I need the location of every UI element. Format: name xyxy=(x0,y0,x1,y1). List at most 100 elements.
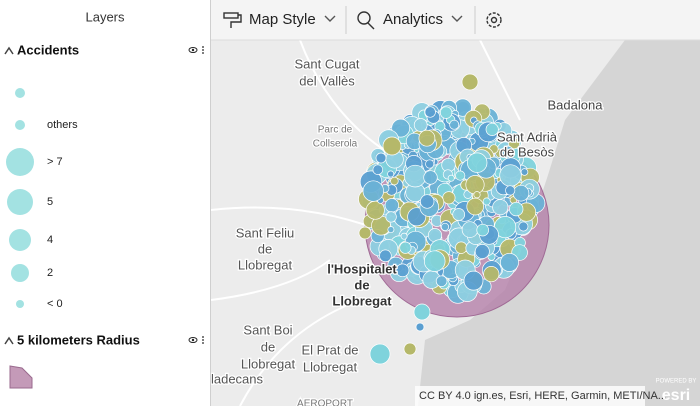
accident-point xyxy=(501,145,515,159)
settings-icon[interactable] xyxy=(486,12,502,28)
accident-point xyxy=(452,208,466,221)
toolbar-button[interactable]: Map Style xyxy=(249,11,316,28)
accident-point xyxy=(500,252,519,272)
accident-point xyxy=(403,164,427,188)
dropdown-icon[interactable] xyxy=(324,15,336,22)
accident-point xyxy=(425,159,435,169)
accident-point xyxy=(485,122,499,136)
place-label: Badalona xyxy=(548,97,604,112)
accident-point xyxy=(467,152,488,173)
accident-point xyxy=(424,106,436,118)
place-label: Parc de xyxy=(318,125,353,136)
place-label: Sant Boi xyxy=(243,322,292,337)
paint-icon[interactable] xyxy=(223,12,242,28)
accident-point xyxy=(512,184,530,202)
analytics-icon[interactable] xyxy=(357,11,375,30)
layers-panel: Layers Accidents others > 7 5 4 2 < 0 5 kilom… xyxy=(0,0,211,406)
accident-point xyxy=(461,73,479,91)
accident-point xyxy=(403,342,417,356)
accident-point xyxy=(439,106,453,119)
accident-point xyxy=(379,249,392,263)
accident-point xyxy=(395,263,410,278)
accident-point xyxy=(492,199,509,216)
accident-point xyxy=(413,118,428,132)
accident-point xyxy=(473,191,481,199)
more-icon[interactable] xyxy=(202,336,204,344)
accident-point xyxy=(387,226,395,234)
map-view[interactable]: Sant Cugat del Vallès Badalona Parc de Colls… xyxy=(211,0,700,406)
place-label: Sant Adrià xyxy=(497,129,558,144)
legend-symbol xyxy=(16,300,24,308)
place-label: Llobregat xyxy=(238,257,293,272)
legend-symbol xyxy=(9,365,33,389)
place-label: de xyxy=(261,339,275,354)
visibility-icon[interactable] xyxy=(188,47,198,53)
place-label: ladecans xyxy=(211,371,264,386)
accident-point xyxy=(499,164,522,187)
accident-point xyxy=(415,322,425,332)
attribution: CC BY 4.0 ign.es, Esri, HERE, Garmin, ME… xyxy=(419,390,667,402)
legend-symbol xyxy=(9,229,31,251)
legend-symbol xyxy=(11,264,29,282)
accident-point xyxy=(423,250,446,272)
legend-label: > 7 xyxy=(47,156,63,168)
collapse-icon[interactable] xyxy=(4,336,14,345)
more-icon[interactable] xyxy=(202,46,204,54)
legend-label: < 0 xyxy=(47,298,63,310)
visibility-icon[interactable] xyxy=(188,337,198,343)
accident-point xyxy=(387,170,395,178)
sea xyxy=(418,40,700,406)
panel-title: Layers xyxy=(85,9,125,24)
place-label: de xyxy=(258,241,272,256)
accident-point xyxy=(449,119,460,130)
accident-point xyxy=(358,226,372,240)
accident-point xyxy=(400,232,408,240)
legend-symbol xyxy=(7,189,33,215)
logo: esri xyxy=(662,387,690,404)
place-label: Sant Cugat xyxy=(294,56,359,71)
accident-point xyxy=(466,197,484,216)
accident-point xyxy=(365,200,385,220)
place-label: de xyxy=(354,277,369,292)
accident-point xyxy=(447,174,455,182)
layer-name[interactable]: Accidents xyxy=(17,42,79,57)
place-label: Collserola xyxy=(313,139,358,150)
place-label: Sant Feliu xyxy=(236,225,295,240)
logo-caption: POWERED BY xyxy=(656,379,697,385)
accident-point xyxy=(442,191,456,205)
accident-point xyxy=(391,118,411,138)
accident-point xyxy=(375,152,387,164)
toolbar-button[interactable]: Analytics xyxy=(383,11,443,28)
accident-point xyxy=(362,180,384,202)
accident-point xyxy=(420,194,435,209)
collapse-icon[interactable] xyxy=(4,46,14,55)
accident-point xyxy=(509,201,524,217)
accident-point xyxy=(435,275,448,287)
legend-symbol xyxy=(6,148,34,176)
accident-point xyxy=(483,266,500,283)
accident-point xyxy=(455,170,466,181)
place-label: l'Hospitalet xyxy=(327,261,397,276)
dropdown-icon[interactable] xyxy=(451,15,463,22)
legend-label: others xyxy=(47,119,78,131)
accident-point xyxy=(385,211,397,223)
place-label: Llobregat xyxy=(332,293,392,308)
place-label: del Vallès xyxy=(299,73,355,88)
legend-symbol xyxy=(15,88,25,98)
accident-point xyxy=(384,198,400,213)
place-label: Llobregat xyxy=(241,356,296,371)
accident-point xyxy=(520,168,529,176)
accident-point xyxy=(423,170,438,185)
place-label: El Prat de xyxy=(301,342,358,357)
accident-point xyxy=(465,175,485,195)
accident-point xyxy=(372,164,384,175)
accident-point xyxy=(474,244,490,259)
legend-label: 4 xyxy=(47,234,53,246)
accident-point xyxy=(505,185,516,196)
accident-point xyxy=(455,241,468,254)
accident-point xyxy=(476,223,489,237)
layer-name[interactable]: 5 kilometers Radius xyxy=(17,332,140,347)
accident-point xyxy=(369,343,391,365)
accident-point xyxy=(413,303,431,321)
